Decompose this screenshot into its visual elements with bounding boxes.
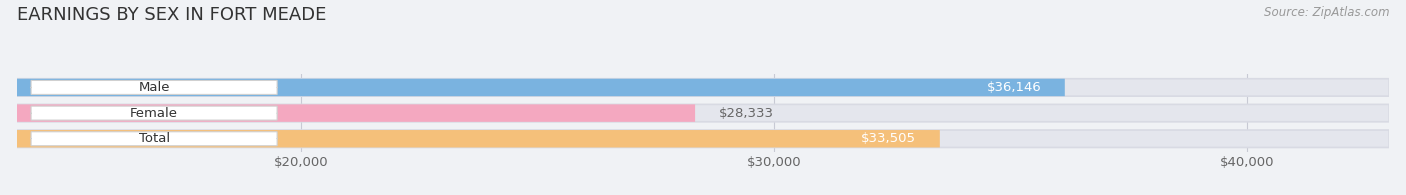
FancyBboxPatch shape	[17, 130, 1389, 147]
FancyBboxPatch shape	[31, 81, 277, 94]
Text: EARNINGS BY SEX IN FORT MEADE: EARNINGS BY SEX IN FORT MEADE	[17, 6, 326, 24]
FancyBboxPatch shape	[17, 79, 1389, 96]
Text: Female: Female	[131, 107, 179, 120]
FancyBboxPatch shape	[17, 104, 1389, 122]
FancyBboxPatch shape	[31, 106, 277, 120]
Text: $36,146: $36,146	[987, 81, 1040, 94]
Text: Total: Total	[139, 132, 170, 145]
FancyBboxPatch shape	[17, 104, 695, 122]
FancyBboxPatch shape	[17, 79, 1064, 96]
Text: $33,505: $33,505	[860, 132, 917, 145]
FancyBboxPatch shape	[17, 130, 939, 147]
Text: Male: Male	[138, 81, 170, 94]
FancyBboxPatch shape	[31, 132, 277, 146]
Text: Source: ZipAtlas.com: Source: ZipAtlas.com	[1264, 6, 1389, 19]
Text: $28,333: $28,333	[718, 107, 773, 120]
